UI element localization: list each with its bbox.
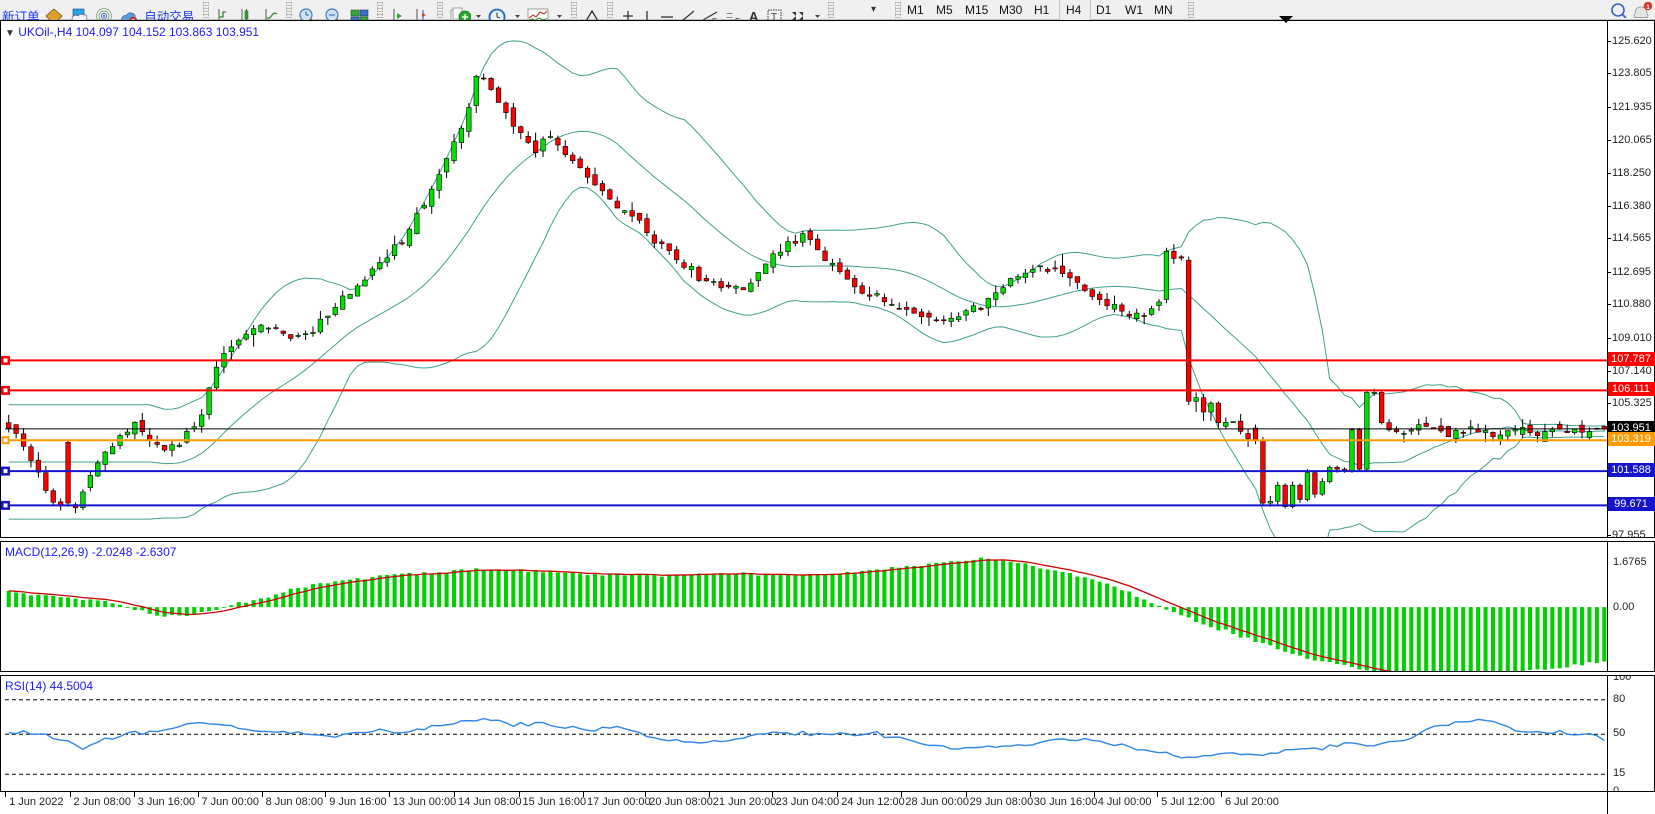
- svg-text:1: 1: [1646, 4, 1650, 11]
